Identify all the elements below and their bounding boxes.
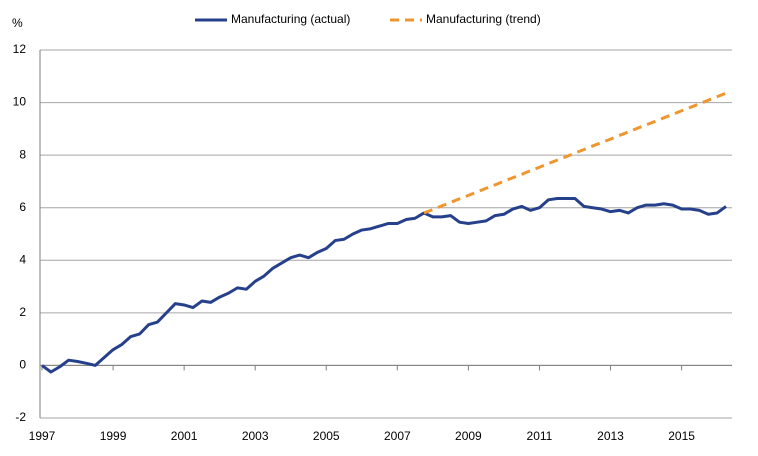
y-tick-label: 2 xyxy=(19,305,26,319)
y-axis-label: % xyxy=(12,16,23,30)
y-tick-label: 6 xyxy=(19,200,26,214)
x-tick-label: 2009 xyxy=(455,429,482,443)
series-line xyxy=(423,91,727,215)
y-tick-label: 12 xyxy=(13,42,27,56)
y-tick-label: 0 xyxy=(19,358,26,372)
x-tick-label: 1999 xyxy=(100,429,127,443)
x-tick-label: 2003 xyxy=(242,429,269,443)
x-tick-label: 2007 xyxy=(384,429,411,443)
legend-label: Manufacturing (actual) xyxy=(231,12,350,26)
y-tick-label: -2 xyxy=(15,410,26,424)
y-tick-label: 8 xyxy=(19,147,26,161)
x-tick-label: 2013 xyxy=(597,429,624,443)
x-tick-label: 1997 xyxy=(29,429,56,443)
y-tick-label: 4 xyxy=(19,252,26,266)
legend-label: Manufacturing (trend) xyxy=(426,12,541,26)
y-tick-label: 10 xyxy=(13,95,27,109)
x-tick-label: 2001 xyxy=(171,429,198,443)
x-tick-label: 2011 xyxy=(527,429,553,443)
x-tick-label: 2005 xyxy=(313,429,340,443)
x-tick-label: 2015 xyxy=(668,429,695,443)
series-line xyxy=(41,197,727,374)
